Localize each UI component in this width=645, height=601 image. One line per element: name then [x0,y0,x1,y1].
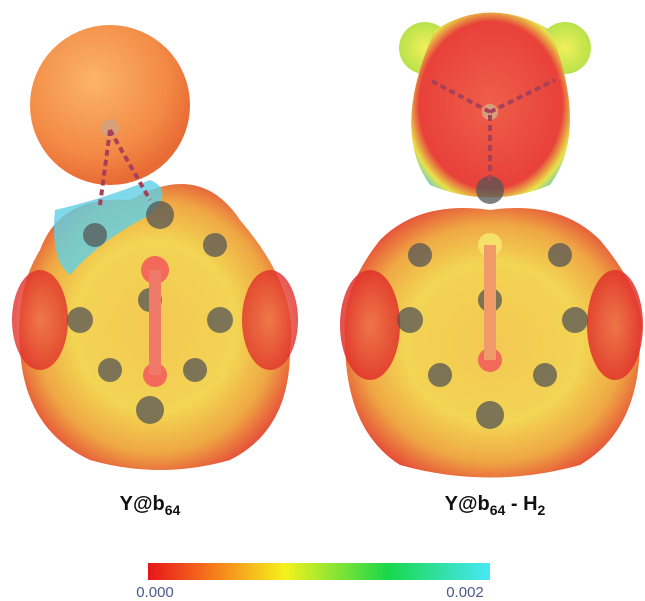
molecule-left [12,25,298,470]
figure: Y@b64 Y@b64 - H2 0.000 0.002 [0,0,645,601]
label-subscript: 2 [538,502,546,518]
label-text: Y@b [120,493,165,515]
label-subscript: 64 [490,502,506,518]
label-subscript: 64 [165,502,181,518]
molecule-right [340,13,643,478]
panel-label: Y@b64 [120,493,181,518]
panel-label: Y@b64 - H2 [445,493,546,518]
colorbar-min: 0.000 [136,584,174,601]
label-text: Y@b [445,493,490,515]
label-text: - H [505,493,537,515]
colorbar [148,563,490,580]
colorbar-max: 0.002 [446,584,484,601]
